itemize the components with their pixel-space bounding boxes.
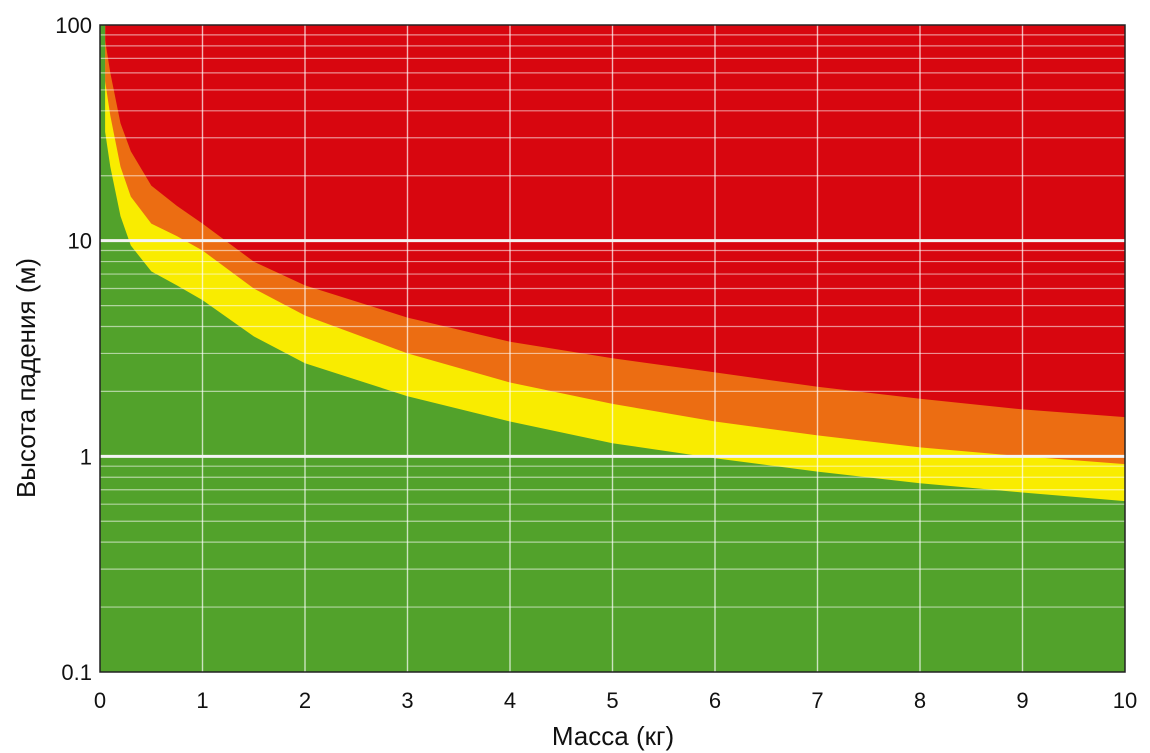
x-tick-labels: 0 1 2 3 4 5 6 7 8 9 10 xyxy=(94,688,1137,713)
x-tick-label: 10 xyxy=(1113,688,1137,713)
plot-frame xyxy=(99,24,1126,673)
y-tick-label: 0.1 xyxy=(61,660,92,685)
y-tick-label: 10 xyxy=(68,229,92,254)
x-tick-label: 7 xyxy=(811,688,823,713)
x-tick-label: 2 xyxy=(299,688,311,713)
x-tick-label: 4 xyxy=(504,688,516,713)
x-tick-label: 9 xyxy=(1016,688,1028,713)
x-tick-label: 6 xyxy=(709,688,721,713)
x-tick-label: 8 xyxy=(914,688,926,713)
x-tick-label: 1 xyxy=(196,688,208,713)
x-tick-label: 0 xyxy=(94,688,106,713)
y-tick-label: 100 xyxy=(55,13,92,38)
y-axis-title: Высота падения (м) xyxy=(11,258,41,498)
x-tick-label: 3 xyxy=(401,688,413,713)
y-tick-label: 1 xyxy=(80,444,92,469)
x-axis-title: Масса (кг) xyxy=(552,721,674,751)
x-tick-label: 5 xyxy=(606,688,618,713)
y-tick-labels: 100 10 1 0.1 xyxy=(55,13,92,685)
grid-major xyxy=(100,239,1125,458)
band-0 xyxy=(100,25,1125,672)
grid-vertical xyxy=(201,25,1024,672)
